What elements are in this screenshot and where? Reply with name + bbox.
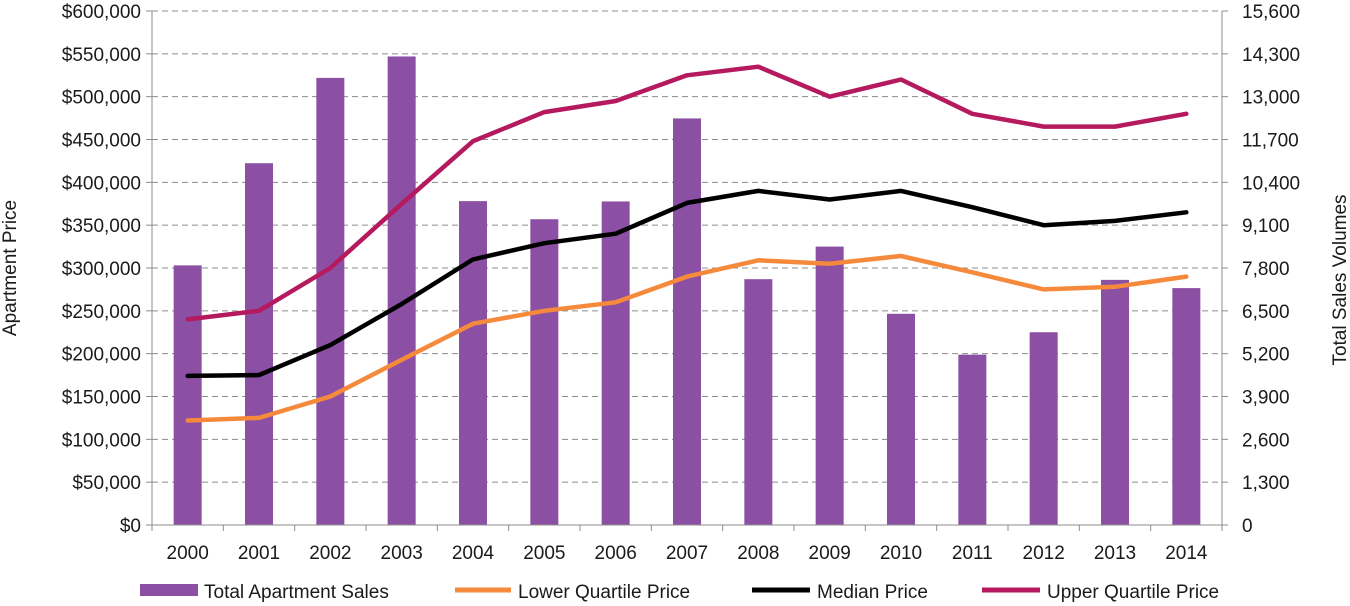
right-tick-label: 10,400 bbox=[1242, 173, 1300, 194]
bar-2013 bbox=[1101, 279, 1129, 525]
line-lower-quartile-price bbox=[185, 253, 1189, 423]
legend-swatch-total-apartment-sales bbox=[140, 584, 198, 596]
right-tick-label: 14,300 bbox=[1242, 45, 1300, 66]
bar-2010 bbox=[887, 313, 915, 525]
bar-2009 bbox=[815, 246, 844, 526]
x-tick-label: 2012 bbox=[1023, 543, 1065, 564]
bar-2011 bbox=[958, 354, 987, 525]
bar-2008 bbox=[744, 279, 773, 525]
bar-2007 bbox=[673, 118, 701, 526]
right-tick-label: 2,600 bbox=[1242, 430, 1290, 451]
line-series bbox=[185, 64, 1189, 423]
left-tick-label: $0 bbox=[120, 516, 141, 537]
left-tick-label: $50,000 bbox=[72, 473, 141, 494]
bar-2014 bbox=[1172, 288, 1201, 525]
right-tick-label: 3,900 bbox=[1242, 388, 1290, 409]
x-tick-label: 2006 bbox=[595, 543, 637, 564]
x-tick-label: 2003 bbox=[381, 543, 423, 564]
left-axis-ticks: $0 $50,000 $100,000 $150,000 $200,000 $250,00… bbox=[62, 2, 141, 537]
x-tick-label: 2001 bbox=[238, 543, 280, 564]
left-axis-title: Apartment Price bbox=[0, 200, 21, 336]
legend: Total Apartment Sales Lower Quartile Pri… bbox=[140, 582, 1219, 603]
left-tick-label: $250,000 bbox=[62, 302, 141, 323]
right-axis-ticks: 0 1,300 2,600 3,900 5,200 6,500 7,800 9,100 10,4… bbox=[1242, 2, 1300, 537]
bars-series bbox=[173, 56, 1201, 526]
x-tick-label: 2008 bbox=[737, 543, 779, 564]
left-tick-label: $400,000 bbox=[62, 173, 141, 194]
right-axis-title: Total Sales Volumes bbox=[1330, 194, 1350, 365]
bar-2012 bbox=[1029, 332, 1058, 525]
x-tick-label: 2013 bbox=[1094, 543, 1136, 564]
bar-2005 bbox=[530, 219, 559, 525]
right-tick-label: 11,700 bbox=[1242, 131, 1299, 152]
bar-2004 bbox=[459, 201, 487, 525]
legend-label-total-apartment-sales: Total Apartment Sales bbox=[204, 582, 389, 603]
right-tick-label: 13,000 bbox=[1242, 88, 1300, 109]
left-tick-label: $300,000 bbox=[62, 259, 141, 280]
x-tick-label: 2014 bbox=[1165, 543, 1208, 564]
x-tick-label: 2004 bbox=[452, 543, 495, 564]
left-tick-label: $200,000 bbox=[62, 345, 141, 366]
left-tick-label: $500,000 bbox=[62, 88, 141, 109]
x-tick-label: 2011 bbox=[952, 543, 993, 564]
right-tick-label: 6,500 bbox=[1242, 302, 1290, 323]
legend-label-median-price: Median Price bbox=[817, 582, 928, 603]
left-tick-label: $550,000 bbox=[62, 45, 141, 66]
x-axis-ticks: 2000 2001 2002 2003 2004 2005 2006 2007 2008 2009… bbox=[167, 543, 1208, 564]
bar-2006 bbox=[601, 201, 630, 525]
legend-label-upper-quartile-price: Upper Quartile Price bbox=[1047, 582, 1219, 603]
left-tick-label: $100,000 bbox=[62, 430, 141, 451]
bar-2003 bbox=[387, 56, 416, 525]
right-tick-label: 7,800 bbox=[1242, 259, 1290, 280]
bar-2000 bbox=[173, 265, 202, 525]
line-upper-quartile-price bbox=[185, 64, 1189, 322]
bar-2001 bbox=[245, 163, 273, 525]
bar-2002 bbox=[316, 77, 345, 525]
left-tick-label: $450,000 bbox=[62, 131, 141, 152]
x-tick-label: 2002 bbox=[309, 543, 351, 564]
x-tick-label: 2007 bbox=[666, 543, 708, 564]
x-tick-label: 2010 bbox=[880, 543, 922, 564]
x-tick-label: 2009 bbox=[809, 543, 851, 564]
legend-label-lower-quartile-price: Lower Quartile Price bbox=[518, 582, 690, 603]
right-tick-label: 9,100 bbox=[1242, 216, 1290, 237]
left-tick-label: $600,000 bbox=[62, 2, 141, 23]
axes bbox=[146, 10, 1228, 531]
left-tick-label: $150,000 bbox=[62, 388, 141, 409]
right-tick-label: 5,200 bbox=[1242, 345, 1290, 366]
right-tick-label: 15,600 bbox=[1242, 2, 1300, 23]
left-tick-label: $350,000 bbox=[62, 216, 141, 237]
right-tick-label: 0 bbox=[1242, 516, 1253, 537]
x-tick-label: 2005 bbox=[523, 543, 565, 564]
line-median-price bbox=[185, 188, 1189, 379]
right-tick-label: 1,300 bbox=[1242, 473, 1290, 494]
x-tick-label: 2000 bbox=[167, 543, 209, 564]
